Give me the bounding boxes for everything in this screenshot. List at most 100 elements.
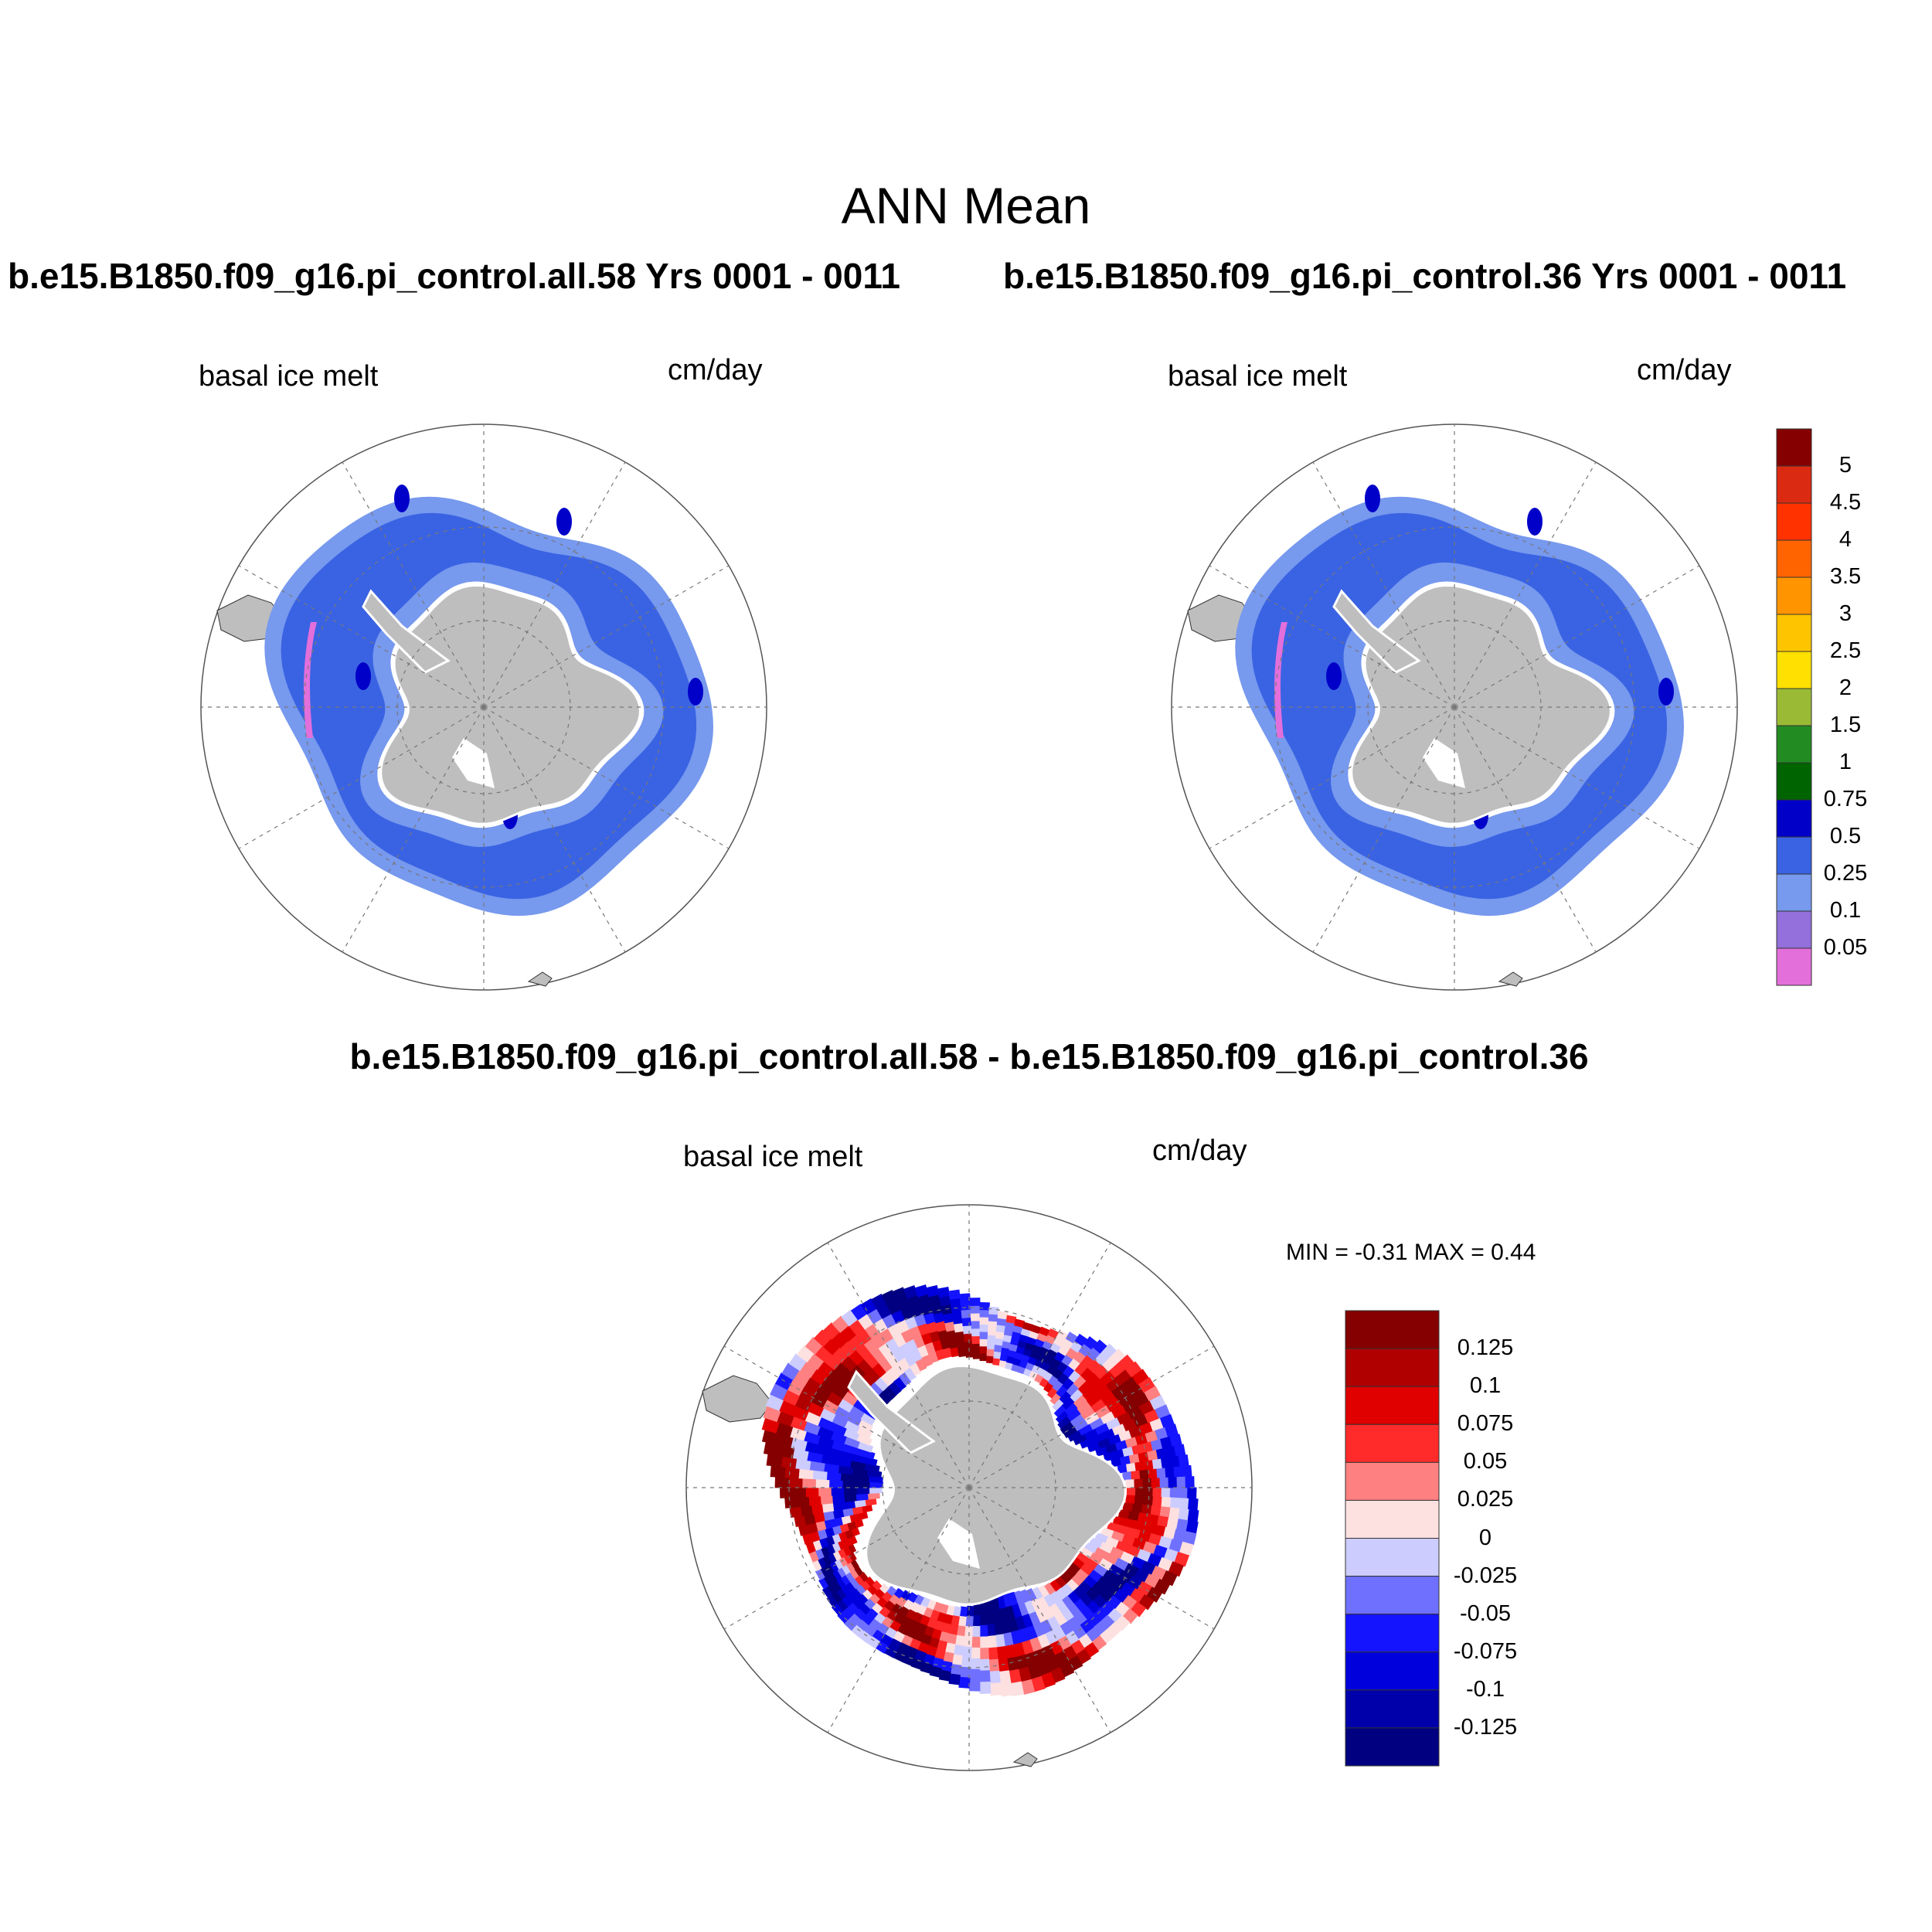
colorbar-absolute-tick-label: 3 <box>1838 601 1852 626</box>
difference-cell <box>971 1328 981 1337</box>
difference-cell <box>1134 1461 1145 1472</box>
difference-cell <box>985 1600 994 1614</box>
colorbar-absolute-box <box>1776 465 1812 504</box>
difference-cell <box>1165 1467 1175 1478</box>
difference-cell <box>1174 1551 1190 1567</box>
difference-cell <box>828 1479 843 1488</box>
difference-cell <box>860 1298 877 1315</box>
difference-cell <box>1131 1470 1141 1481</box>
difference-cell <box>843 1487 857 1495</box>
difference-cell <box>818 1577 829 1590</box>
panel2-subtitle: b.e15.B1850.f09_g16.pi_control.36 Yrs 00… <box>1003 256 1847 296</box>
antarctic-peninsula <box>362 589 451 674</box>
difference-cell <box>1010 1681 1025 1697</box>
difference-cell <box>979 1338 988 1347</box>
difference-cell <box>988 1306 999 1315</box>
colorbar-absolute-tick-label: 0.75 <box>1823 787 1868 811</box>
difference-cell <box>938 1669 951 1682</box>
difference-cell <box>937 1287 951 1298</box>
difference-cell <box>979 1648 990 1660</box>
difference-cell <box>957 1347 967 1358</box>
difference-cell <box>1151 1458 1163 1470</box>
difference-cell <box>979 1624 988 1638</box>
difference-cell <box>788 1353 807 1372</box>
difference-cell <box>796 1496 810 1508</box>
colorbar-absolute-box <box>1776 725 1812 764</box>
difference-cell <box>987 1635 998 1649</box>
colorbar-absolute-tick-label: 1.5 <box>1829 713 1862 737</box>
panel2-variable-label: basal ice melt <box>1168 360 1348 393</box>
island-land <box>527 971 553 987</box>
island-land <box>1012 1752 1038 1767</box>
difference-cell <box>1156 1468 1167 1479</box>
colorbar-absolute-tick-label: 0.5 <box>1829 824 1862 849</box>
difference-cell <box>832 1502 845 1512</box>
difference-cell <box>920 1662 933 1674</box>
difference-cell <box>1161 1457 1172 1469</box>
difference-cell <box>774 1476 790 1488</box>
difference-cell <box>972 1604 981 1617</box>
difference-cell <box>1148 1468 1158 1479</box>
colorbar-absolute-tick-label: 0.1 <box>1829 898 1862 923</box>
difference-cell <box>979 1658 990 1672</box>
difference-cell <box>821 1502 835 1513</box>
colorbar-absolute-box <box>1776 651 1812 689</box>
colorbar-difference-tick-label: -0.125 <box>1453 1714 1518 1740</box>
difference-cell <box>948 1673 961 1685</box>
difference-cell <box>818 1487 832 1497</box>
difference-cell <box>979 1316 990 1325</box>
difference-cell <box>979 1352 988 1362</box>
difference-cell <box>971 1320 981 1329</box>
difference-cell <box>842 1500 855 1510</box>
colorbar-absolute-tick-label: 1 <box>1838 750 1852 774</box>
colorbar-difference-box <box>1345 1499 1440 1539</box>
difference-cell <box>954 1331 965 1341</box>
difference-cell <box>964 1340 974 1350</box>
colorbar-absolute-tick-label: 4.5 <box>1829 490 1862 515</box>
difference-cell <box>1178 1508 1190 1522</box>
polar-map-3 <box>685 1204 1253 1771</box>
difference-cell <box>811 1504 824 1515</box>
difference-cell <box>959 1293 971 1303</box>
colorbar-absolute-box <box>1776 836 1812 875</box>
difference-cell <box>804 1487 819 1498</box>
difference-cell <box>1182 1464 1192 1478</box>
difference-cell <box>971 1335 981 1345</box>
colorbar-difference-box <box>1345 1689 1440 1729</box>
difference-cell <box>979 1636 989 1649</box>
melt-hotspot <box>1365 485 1380 512</box>
colorbar-difference-tick-label: -0.05 <box>1459 1600 1512 1626</box>
colorbar-absolute-tick-label: 0.05 <box>1823 935 1868 960</box>
difference-cell <box>988 1313 998 1322</box>
difference-cell <box>832 1494 845 1504</box>
colorbar-difference-tick-label: -0.1 <box>1466 1676 1505 1702</box>
colorbar-difference-tick-label: 0 <box>1478 1525 1492 1550</box>
difference-cell <box>781 1362 800 1381</box>
difference-cell <box>815 1478 830 1488</box>
difference-cell <box>1176 1476 1186 1488</box>
difference-cell <box>1139 1469 1150 1480</box>
colorbar-difference-tick-label: 0.05 <box>1463 1449 1508 1475</box>
colorbar-absolute-tick-label: 3.5 <box>1829 564 1862 589</box>
difference-cell <box>855 1481 870 1488</box>
difference-cell <box>1134 1487 1145 1497</box>
difference-cell <box>986 1341 996 1350</box>
difference-cell <box>986 1623 996 1637</box>
difference-cell <box>948 1289 961 1300</box>
difference-cell <box>1122 1608 1138 1624</box>
difference-cell <box>968 1679 981 1692</box>
difference-cell <box>903 1284 918 1299</box>
difference-cell <box>801 1478 817 1488</box>
difference-cell <box>1125 1479 1135 1488</box>
difference-cell <box>811 1560 822 1572</box>
difference-cell <box>979 1614 988 1626</box>
difference-cell <box>1159 1477 1169 1488</box>
difference-cell <box>979 1681 992 1694</box>
difference-cell <box>1152 1487 1162 1498</box>
colorbar-difference-tick-label: 0.125 <box>1457 1335 1514 1361</box>
colorbar-difference-box <box>1345 1461 1440 1501</box>
colorbar-difference-box <box>1345 1310 1440 1349</box>
difference-cell <box>1174 1444 1186 1458</box>
difference-cell <box>784 1467 800 1479</box>
difference-cell <box>979 1670 991 1683</box>
